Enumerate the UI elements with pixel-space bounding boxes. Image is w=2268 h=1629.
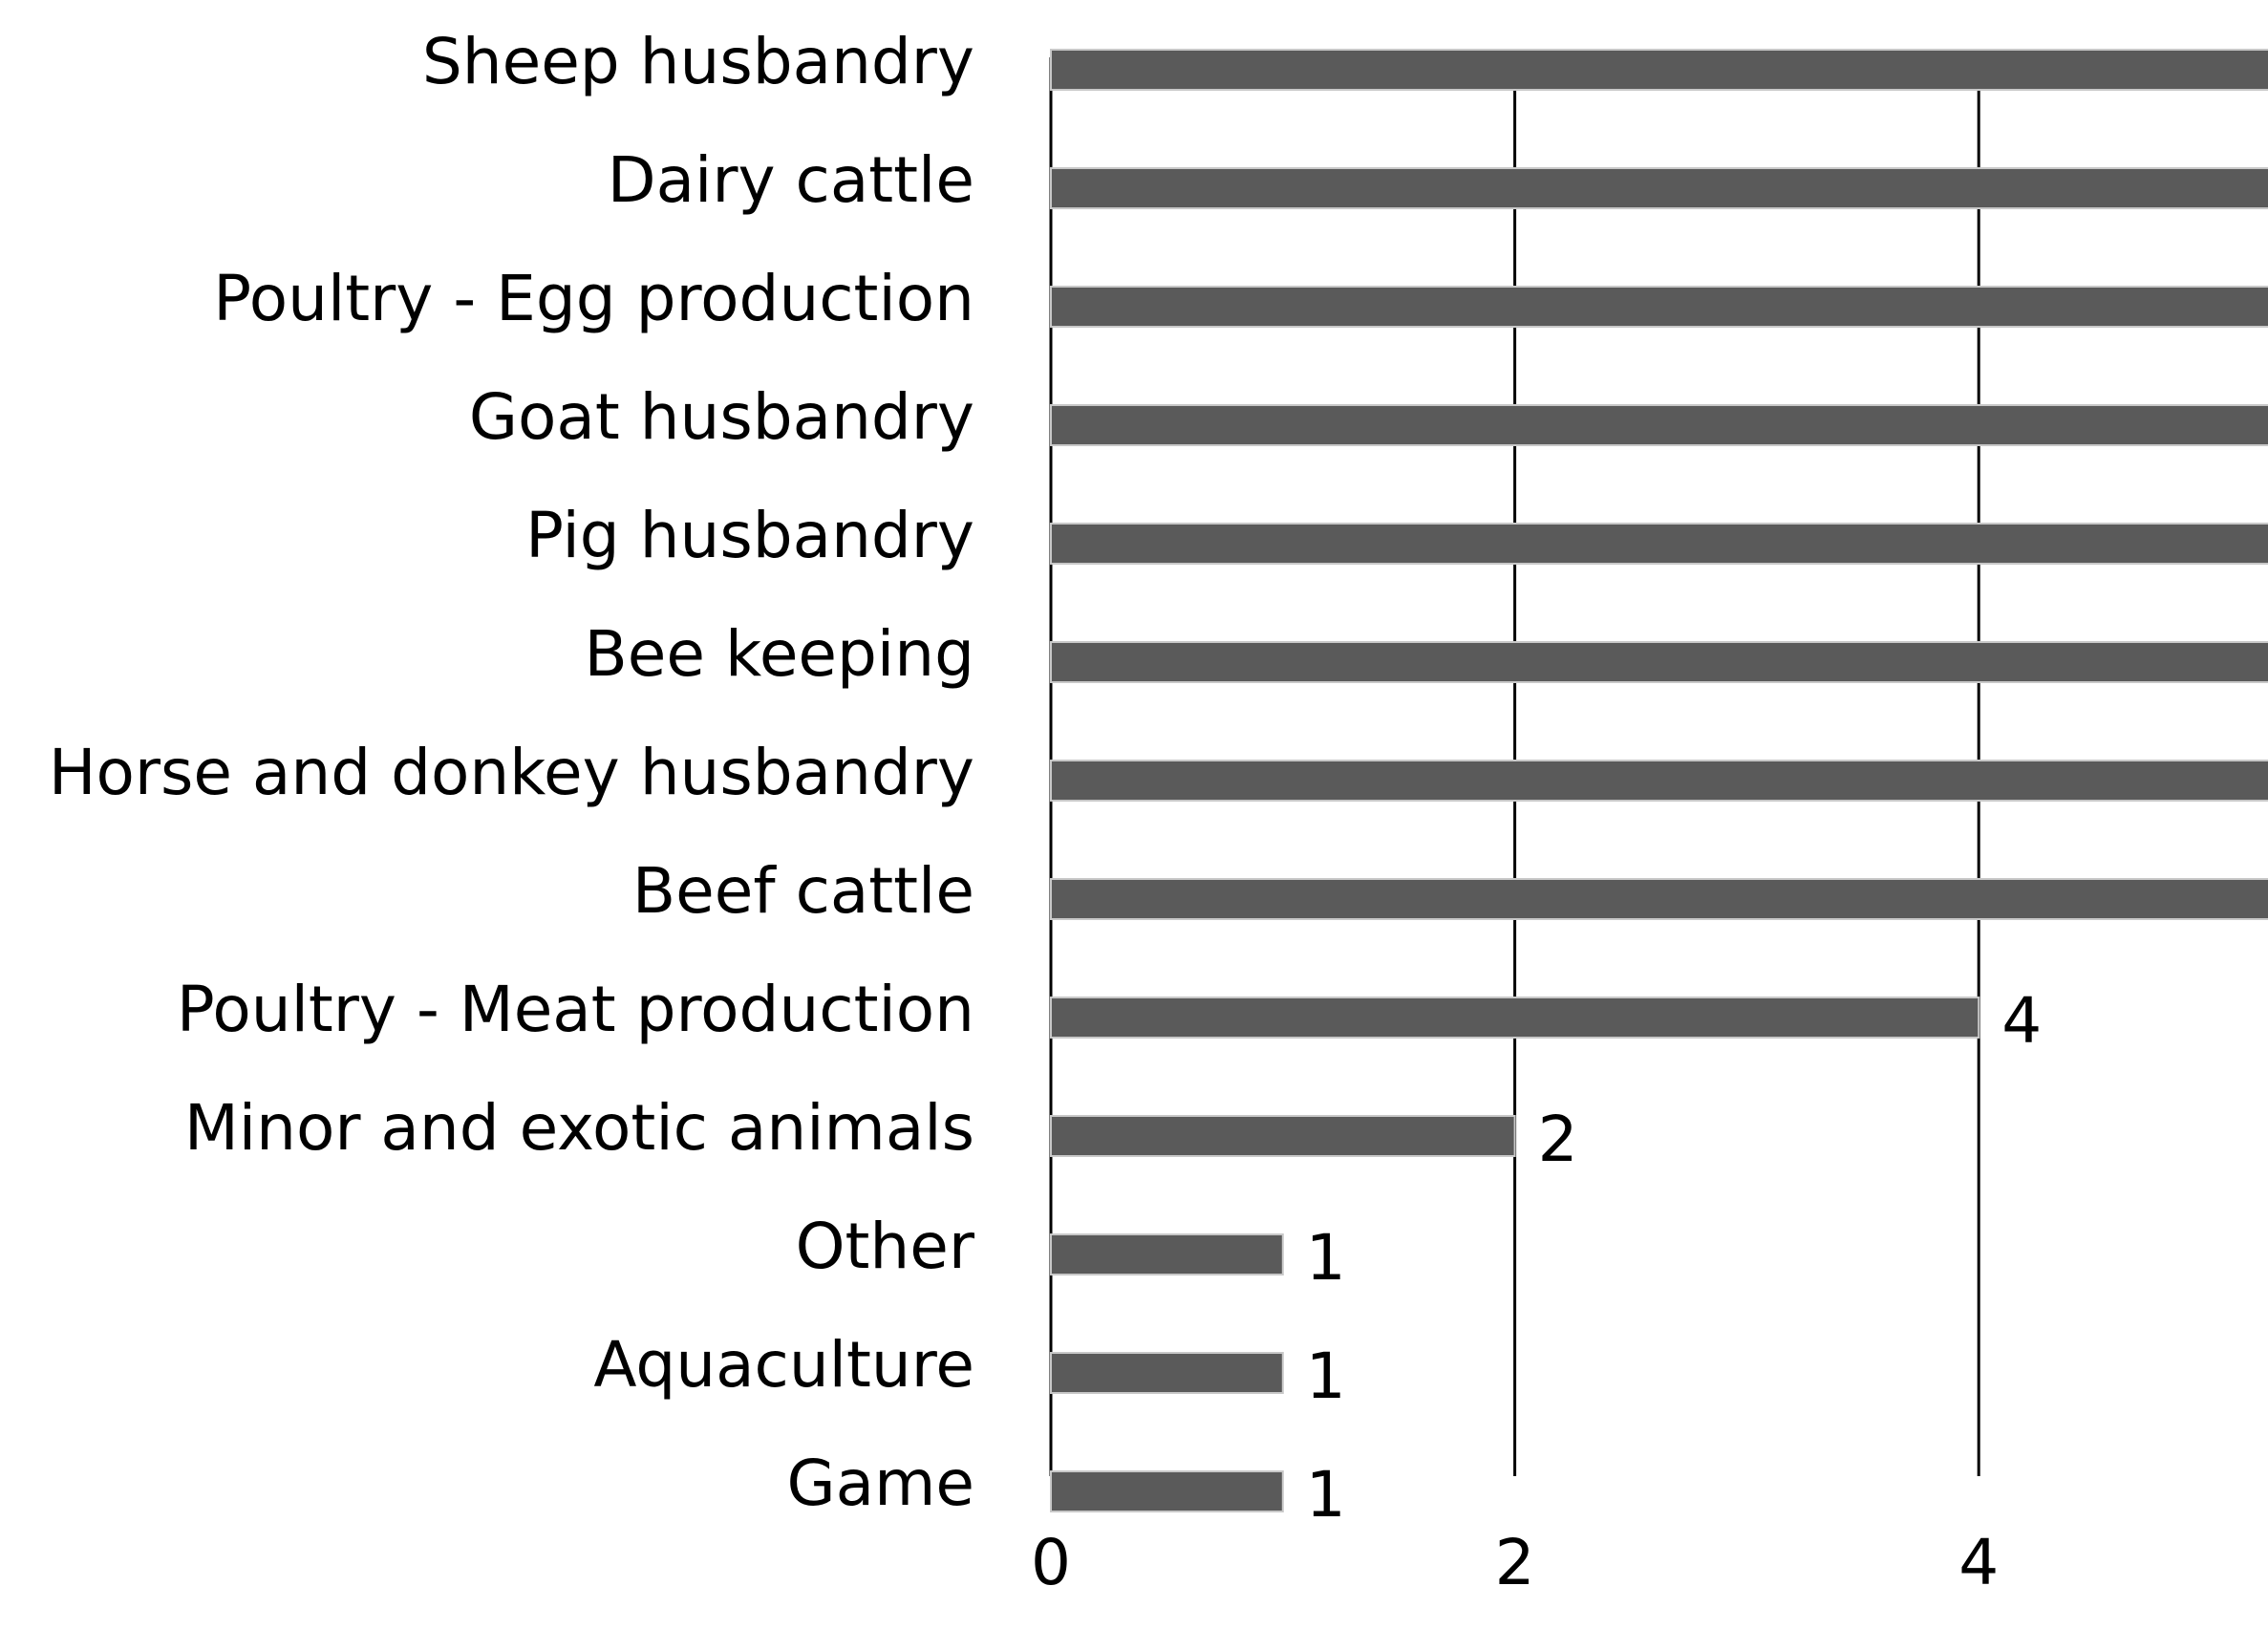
bar-0 <box>1050 49 2268 91</box>
data-label-12: 1 <box>1306 1458 1346 1532</box>
bar-12 <box>1050 1470 1284 1512</box>
bar-8 <box>1050 997 1980 1039</box>
category-label-1: Dairy cattle <box>608 143 974 217</box>
category-label-7: Beef cattle <box>632 854 974 928</box>
bar-3 <box>1050 404 2268 446</box>
bar-2 <box>1050 286 2268 328</box>
bar-6 <box>1050 760 2268 802</box>
category-label-0: Sheep husbandry <box>422 25 974 98</box>
bar-4 <box>1050 523 2268 565</box>
data-label-8: 4 <box>2001 984 2042 1058</box>
category-labels: Sheep husbandry Dairy cattle Poultry - Egg… <box>49 25 975 1520</box>
category-label-11: Aquaculture <box>593 1328 974 1402</box>
category-label-4: Pig husbandry <box>525 499 974 572</box>
category-label-8: Poultry - Meat production <box>177 973 974 1046</box>
x-tick-label-0: 0 <box>1031 1526 1071 1599</box>
x-axis-tick-labels: 0246810 <box>1031 1526 1999 1599</box>
category-label-10: Other <box>796 1210 975 1283</box>
category-label-5: Bee keeping <box>584 617 974 691</box>
bar-5 <box>1050 641 2268 683</box>
category-label-3: Goat husbandry <box>469 380 974 454</box>
category-label-6: Horse and donkey husbandry <box>49 736 974 809</box>
category-label-9: Minor and exotic animals <box>184 1091 974 1165</box>
data-label-9: 2 <box>1538 1103 1578 1176</box>
x-tick-label-4: 4 <box>1958 1526 1999 1599</box>
data-label-10: 1 <box>1306 1221 1346 1295</box>
bar-7 <box>1050 878 2268 920</box>
bar-10 <box>1050 1233 1284 1275</box>
x-tick-label-2: 2 <box>1495 1526 1535 1599</box>
bar-9 <box>1050 1115 1516 1157</box>
bar-1 <box>1050 167 2268 209</box>
bar-11 <box>1050 1352 1284 1394</box>
bars <box>1050 49 2268 1512</box>
category-label-12: Game <box>787 1447 975 1520</box>
category-label-2: Poultry - Egg production <box>213 262 974 335</box>
data-labels: 8877766642111 <box>1306 984 2042 1532</box>
data-label-11: 1 <box>1306 1340 1346 1413</box>
